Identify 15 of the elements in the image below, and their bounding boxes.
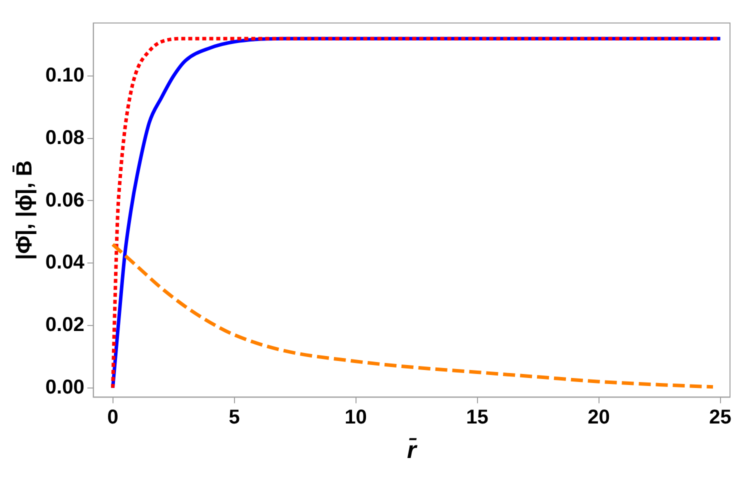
y-tick-label: 0.02: [45, 314, 84, 336]
x-tick-label: 15: [466, 406, 488, 429]
y-tick-label: 0.04: [45, 252, 86, 274]
y-tick-label: 0.06: [45, 189, 84, 212]
x-tick-label: 0: [107, 406, 118, 429]
x-tick-label: 25: [709, 406, 732, 429]
x-tick-label: 20: [588, 406, 610, 429]
x-axis-title: r̄: [406, 437, 418, 464]
x-tick-label: 10: [344, 406, 367, 429]
y-tick-label: 0.08: [45, 126, 84, 149]
x-tick-label: 5: [228, 406, 240, 429]
y-axis-title: |Φ̄|, |ϕ̄|, B̄: [11, 160, 36, 260]
line-series: [111, 242, 715, 389]
y-tick-label: 0.00: [45, 376, 84, 398]
y-tick-label: 0.10: [45, 64, 84, 87]
